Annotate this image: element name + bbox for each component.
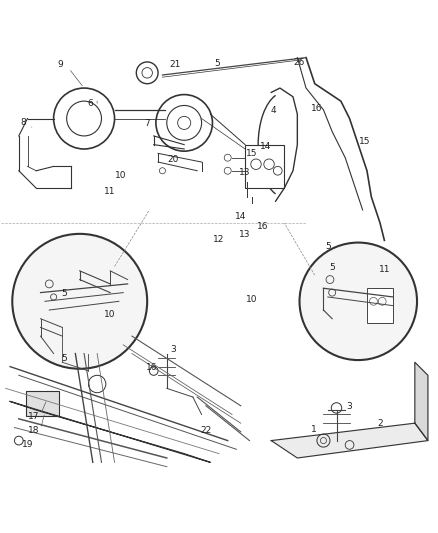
Text: 9: 9 [57, 60, 63, 69]
Text: 10: 10 [104, 310, 116, 319]
Text: 5: 5 [214, 59, 220, 68]
Text: 7: 7 [144, 119, 150, 128]
Text: 3: 3 [170, 345, 176, 354]
Text: 3: 3 [347, 402, 353, 411]
FancyBboxPatch shape [26, 391, 59, 416]
Polygon shape [10, 401, 210, 462]
Text: 10: 10 [115, 171, 127, 180]
Text: 14: 14 [260, 142, 272, 151]
Text: 6: 6 [88, 99, 93, 108]
Text: 11: 11 [378, 265, 390, 274]
Text: 5: 5 [329, 263, 335, 272]
Polygon shape [415, 362, 428, 441]
Text: 15: 15 [359, 136, 371, 146]
Text: 20: 20 [168, 156, 179, 164]
Text: 11: 11 [103, 187, 115, 196]
Text: 21: 21 [170, 60, 181, 69]
Polygon shape [271, 423, 428, 458]
Circle shape [12, 234, 147, 369]
Text: 2: 2 [377, 419, 383, 427]
Text: 13: 13 [239, 230, 250, 239]
Text: 16: 16 [311, 104, 323, 114]
Text: 19: 19 [22, 440, 33, 449]
Text: 1: 1 [311, 425, 317, 434]
Text: 15: 15 [246, 149, 258, 158]
Text: 5: 5 [62, 354, 67, 364]
Text: 18: 18 [28, 426, 40, 435]
Text: 14: 14 [235, 212, 247, 221]
Text: 5: 5 [62, 289, 67, 298]
Text: 10: 10 [246, 295, 258, 304]
FancyBboxPatch shape [367, 288, 393, 323]
Text: 16: 16 [257, 222, 268, 231]
Text: 17: 17 [28, 412, 40, 421]
Text: 5: 5 [325, 243, 331, 252]
Text: 12: 12 [213, 235, 225, 244]
Text: 26: 26 [294, 58, 305, 67]
Circle shape [300, 243, 417, 360]
Text: 4: 4 [271, 106, 276, 115]
Text: 22: 22 [200, 426, 212, 435]
FancyBboxPatch shape [245, 144, 284, 188]
Text: 8: 8 [20, 118, 26, 127]
Text: 16: 16 [146, 363, 157, 372]
Text: 13: 13 [239, 168, 251, 177]
